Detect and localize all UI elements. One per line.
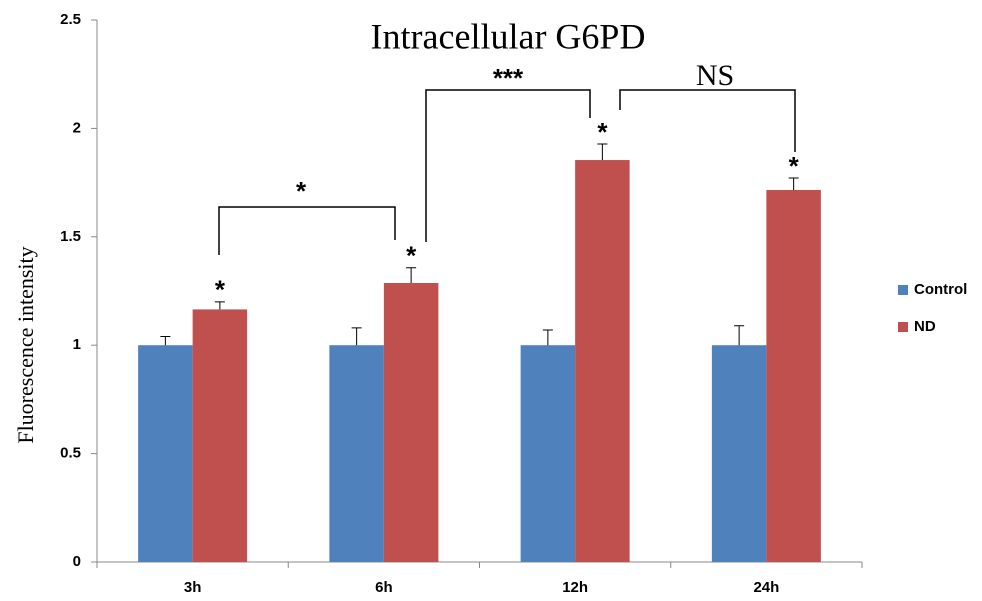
y-tick-label: 1 — [73, 336, 81, 353]
error-bar — [351, 327, 362, 346]
error-bar — [734, 325, 745, 346]
y-tick-label: 1.5 — [60, 228, 81, 245]
error-bar — [214, 301, 225, 310]
bar — [520, 345, 576, 562]
bar-annotation: * — [597, 117, 608, 147]
chart-title: Intracellular G6PD — [371, 16, 646, 56]
x-tick-label: 3h — [184, 579, 202, 596]
bar — [766, 189, 821, 563]
bar — [138, 345, 193, 562]
legend-label: Control — [914, 281, 967, 298]
comparison-label: NS — [696, 59, 734, 92]
comparison-label: * — [296, 176, 307, 206]
bar — [575, 160, 630, 562]
comparison-bracket — [425, 89, 591, 242]
error-bar — [160, 336, 171, 346]
bar — [383, 282, 439, 562]
y-tick-label: 2 — [73, 119, 81, 136]
y-tick-label: 2.5 — [60, 11, 81, 28]
error-bar — [788, 177, 799, 190]
x-tick-label: 6h — [375, 579, 393, 596]
legend-swatch — [898, 285, 908, 295]
x-tick-label: 12h — [562, 579, 588, 596]
y-tick-label: 0 — [73, 553, 81, 570]
y-axis-label: Fluorescence intensity — [13, 246, 38, 443]
comparison-bracket — [218, 206, 396, 255]
bar-annotation: * — [215, 275, 226, 305]
bar-annotation: * — [789, 151, 800, 181]
bar — [711, 345, 767, 562]
legend-swatch — [898, 322, 908, 332]
bar — [329, 345, 384, 562]
legend-label: ND — [914, 318, 936, 335]
error-bar — [542, 329, 553, 346]
comparison-bracket — [619, 89, 796, 152]
comparison-label: *** — [493, 63, 524, 93]
error-bar — [406, 267, 417, 283]
x-tick-label: 24h — [753, 579, 779, 596]
bar — [192, 309, 248, 562]
error-bar — [597, 143, 608, 161]
bar-annotation: * — [406, 241, 417, 271]
y-tick-label: 0.5 — [60, 445, 81, 462]
